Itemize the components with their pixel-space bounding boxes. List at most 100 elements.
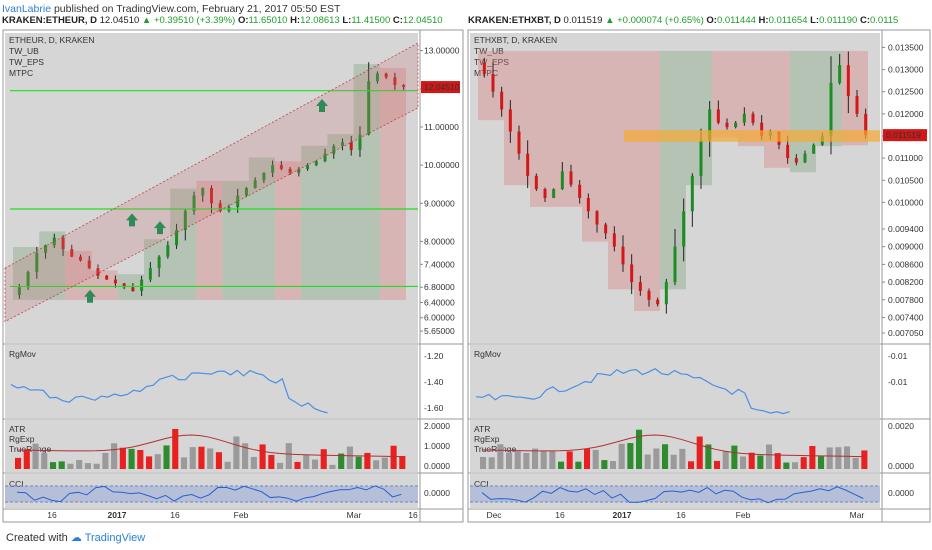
left-h-label: H:: [290, 15, 301, 26]
right-atr-bar-2: [497, 444, 504, 469]
right-time-tick-1: 16: [555, 510, 565, 520]
left-range-box-3: [39, 231, 66, 301]
right-legend-3: MTPC: [474, 68, 498, 78]
right-price-tick-5: 0.011000: [888, 153, 923, 163]
right-candle-17: [630, 264, 634, 283]
left-o-label: O:: [237, 15, 249, 26]
right-candle-35: [786, 144, 790, 159]
right-candle-9: [560, 171, 564, 190]
right-time-tick-5: Mar: [850, 510, 865, 520]
left-rgmov-tick-0: -1.20: [424, 351, 444, 361]
right-candle-38: [812, 144, 816, 154]
left-candle-15: [148, 268, 152, 280]
right-atr-bar-14: [601, 460, 608, 469]
left-price-tick-4: 9.00000: [424, 198, 455, 208]
right-l-label: L:: [810, 15, 820, 26]
left-change: ▲ +0.39510 (+3.39%): [141, 15, 236, 26]
left-arrow-up-2: [154, 221, 166, 235]
left-atr-label-2: TrueRange: [9, 444, 51, 454]
right-atr-bar-9: [558, 461, 565, 469]
left-candle-26: [244, 188, 248, 196]
right-atr-bar-28: [722, 451, 729, 469]
right-c-label: C:: [859, 15, 870, 26]
right-price-tick-2: 0.012500: [888, 87, 924, 97]
right-atr-bar-5: [523, 452, 530, 469]
left-price-tick-5: 8.00000: [424, 236, 455, 246]
left-rgmov-label: RgMov: [9, 349, 37, 359]
tradingview-link[interactable]: TradingView: [84, 532, 146, 544]
left-legend-0: ETHEUR, D, KRAKEN: [9, 35, 95, 45]
right-range-box-0: [478, 50, 504, 121]
left-candle-25: [236, 195, 240, 208]
right-atr-bar-20: [653, 448, 660, 469]
right-pane-bg-1: [470, 345, 880, 418]
right-candle-28: [725, 122, 729, 128]
right-candle-13: [595, 211, 599, 225]
right-ohlc-bar: KRAKEN:ETHXBT, D 0.011519 ▲ +0.000074 (+…: [468, 15, 898, 26]
author-link[interactable]: IvanLabrie: [2, 3, 52, 15]
right-candle-37: [803, 153, 807, 163]
right-symbol: KRAKEN:ETHXBT, D: [468, 15, 561, 26]
left-candle-31: [288, 168, 292, 173]
publish-line: IvanLabrie published on TradingView.com,…: [2, 3, 340, 15]
right-atr-bar-44: [861, 450, 868, 469]
right-atr-bar-30: [740, 456, 747, 469]
right-candle-36: [794, 158, 798, 163]
right-atr-bar-1: [488, 457, 495, 469]
right-atr-bar-3: [506, 452, 513, 469]
right-atr-bar-43: [852, 457, 859, 469]
right-atr-bar-39: [818, 456, 825, 469]
right-atr-tick-0: 0.0020: [888, 421, 914, 431]
right-atr-bar-10: [566, 451, 573, 469]
left-atr-bar-43: [390, 445, 397, 469]
left-candle-40: [367, 81, 371, 135]
left-range-box-27: [248, 157, 275, 301]
left-atr-bar-35: [320, 449, 327, 469]
right-rgmov-label: RgMov: [474, 349, 502, 359]
left-atr-bar-17: [163, 445, 170, 469]
right-legend-2: TW_EPS: [474, 57, 509, 67]
right-o-label: O:: [706, 15, 717, 26]
left-ohlc-bar: KRAKEN:ETHEUR, D 12.04510 ▲ +0.39510 (+3…: [2, 15, 443, 26]
left-symbol: KRAKEN:ETHEUR, D: [2, 15, 97, 26]
left-arrow-up-0: [84, 289, 96, 303]
right-candle-40: [829, 82, 833, 136]
right-atr-bar-11: [575, 461, 582, 469]
right-atr-bar-32: [757, 455, 764, 469]
left-atr-bar-42: [381, 457, 388, 469]
left-low: 11.41500: [351, 15, 391, 26]
left-atr-label-0: ATR: [9, 424, 25, 434]
left-atr-bar-34: [311, 459, 319, 469]
left-cci-band: [5, 486, 418, 502]
right-price-tick-6: 0.010500: [888, 175, 924, 185]
right-candle-18: [638, 282, 642, 291]
left-atr-bar-21: [198, 446, 205, 469]
right-candle-8: [552, 189, 556, 198]
right-range-box-24: [686, 50, 712, 186]
right-atr-bar-27: [714, 460, 721, 469]
left-range-box-21: [196, 180, 223, 301]
left-atr-bar-4: [49, 462, 57, 469]
right-range-box-12: [582, 50, 608, 242]
right-rgmov-tick-1: -0.01: [888, 377, 908, 387]
right-atr-bar-21: [662, 444, 669, 469]
right-candle-22: [673, 246, 677, 283]
left-atr-bar-20: [189, 447, 196, 469]
left-candle-6: [70, 249, 74, 257]
left-candle-23: [218, 203, 222, 211]
right-atr-bar-17: [627, 443, 634, 469]
left-atr-bar-10: [102, 452, 109, 469]
left-candle-8: [87, 260, 91, 269]
left-price-tick-7: 6.80000: [424, 282, 455, 292]
left-range-box-39: [353, 64, 380, 301]
right-candle-42: [846, 65, 850, 97]
left-atr-bar-1: [23, 449, 30, 469]
left-atr-tick-0: 2.0000: [424, 421, 450, 431]
right-atr-bar-31: [748, 452, 755, 469]
left-atr-bar-36: [329, 464, 336, 469]
left-atr-bar-44: [399, 455, 406, 469]
right-atr-bar-4: [514, 451, 521, 469]
right-atr-bar-33: [766, 444, 773, 469]
